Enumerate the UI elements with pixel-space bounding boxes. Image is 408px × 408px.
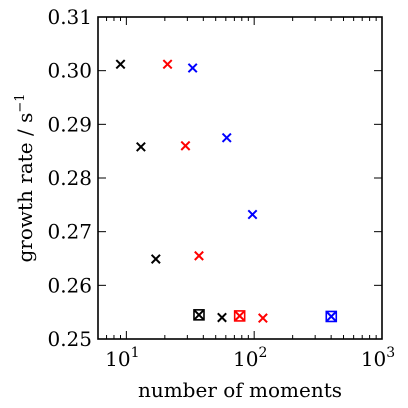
x-tick-label: 102 [233, 345, 267, 371]
y-axis-label-main: growth rate / s [13, 113, 37, 263]
x-axis-label: number of moments [138, 378, 342, 402]
data-point [221, 132, 232, 143]
data-point [150, 254, 161, 264]
marker-stroke [234, 311, 245, 321]
x-tick-label-base: 10 [105, 347, 130, 371]
marker-stroke [194, 250, 204, 261]
data-point [180, 140, 191, 151]
marker-stroke [326, 311, 337, 322]
data-point [187, 63, 198, 73]
marker-stroke [150, 254, 161, 264]
y-tick-label: 0.29 [47, 112, 92, 136]
data-point-boxed [325, 310, 338, 323]
data-point [247, 209, 258, 220]
marker-stroke [257, 313, 268, 323]
x-tick-label-exponent: 1 [131, 345, 140, 361]
x-tick-label-exponent: 3 [386, 345, 395, 361]
marker-box [233, 310, 246, 322]
data-point-boxed [233, 310, 246, 322]
y-tick-label: 0.27 [47, 220, 92, 244]
data-point [136, 141, 146, 152]
data-point-boxed [193, 309, 205, 321]
marker-stroke [180, 140, 191, 151]
marker-stroke [136, 141, 146, 152]
data-point [217, 312, 227, 323]
marker-box [193, 309, 205, 321]
plot-frame [97, 16, 383, 340]
y-axis-label-exponent: −1 [13, 93, 28, 112]
x-tick-label-base: 10 [361, 347, 386, 371]
y-tick-label: 0.28 [47, 166, 92, 190]
marker-stroke [162, 59, 173, 70]
data-point [162, 59, 173, 70]
marker-box [325, 310, 338, 323]
marker-stroke [221, 132, 232, 143]
data-point [115, 59, 126, 70]
marker-stroke [115, 59, 126, 70]
y-axis-label: growth rate / s−1 [13, 93, 37, 262]
marker-stroke [217, 312, 227, 323]
marker-stroke [194, 309, 204, 320]
data-point [257, 313, 268, 323]
x-tick-label: 103 [361, 345, 395, 371]
marker-stroke [247, 209, 258, 220]
y-tick-label: 0.25 [47, 327, 92, 351]
marker-stroke [187, 63, 198, 73]
y-tick-label: 0.26 [47, 273, 92, 297]
x-tick-label-exponent: 2 [258, 345, 267, 361]
data-point [194, 250, 204, 261]
y-tick-label: 0.30 [47, 59, 92, 83]
y-tick-label: 0.31 [47, 5, 92, 29]
x-tick-label: 101 [105, 345, 139, 371]
x-tick-label-base: 10 [233, 347, 258, 371]
